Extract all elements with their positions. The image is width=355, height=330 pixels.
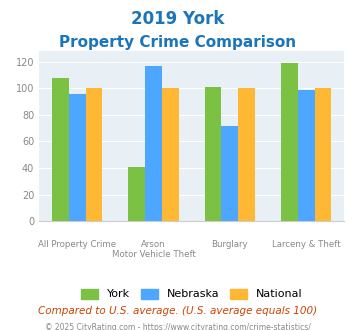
Bar <box>205 87 222 221</box>
Bar <box>298 90 315 221</box>
Text: 2019 York: 2019 York <box>131 10 224 28</box>
Bar <box>162 88 179 221</box>
Text: All Property Crime: All Property Crime <box>38 240 116 249</box>
Bar <box>86 88 102 221</box>
Text: Burglary: Burglary <box>212 240 248 249</box>
Text: © 2025 CityRating.com - https://www.cityrating.com/crime-statistics/: © 2025 CityRating.com - https://www.city… <box>45 323 310 330</box>
Text: Property Crime Comparison: Property Crime Comparison <box>59 35 296 50</box>
Bar <box>129 167 145 221</box>
Bar <box>238 88 255 221</box>
Bar <box>222 125 238 221</box>
Bar <box>52 78 69 221</box>
Text: Arson
Motor Vehicle Theft: Arson Motor Vehicle Theft <box>111 240 196 259</box>
Bar <box>315 88 331 221</box>
Bar <box>145 66 162 221</box>
Bar <box>281 63 298 221</box>
Text: Compared to U.S. average. (U.S. average equals 100): Compared to U.S. average. (U.S. average … <box>38 306 317 316</box>
Legend: York, Nebraska, National: York, Nebraska, National <box>77 284 307 304</box>
Text: Larceny & Theft: Larceny & Theft <box>272 240 340 249</box>
Bar <box>69 94 86 221</box>
